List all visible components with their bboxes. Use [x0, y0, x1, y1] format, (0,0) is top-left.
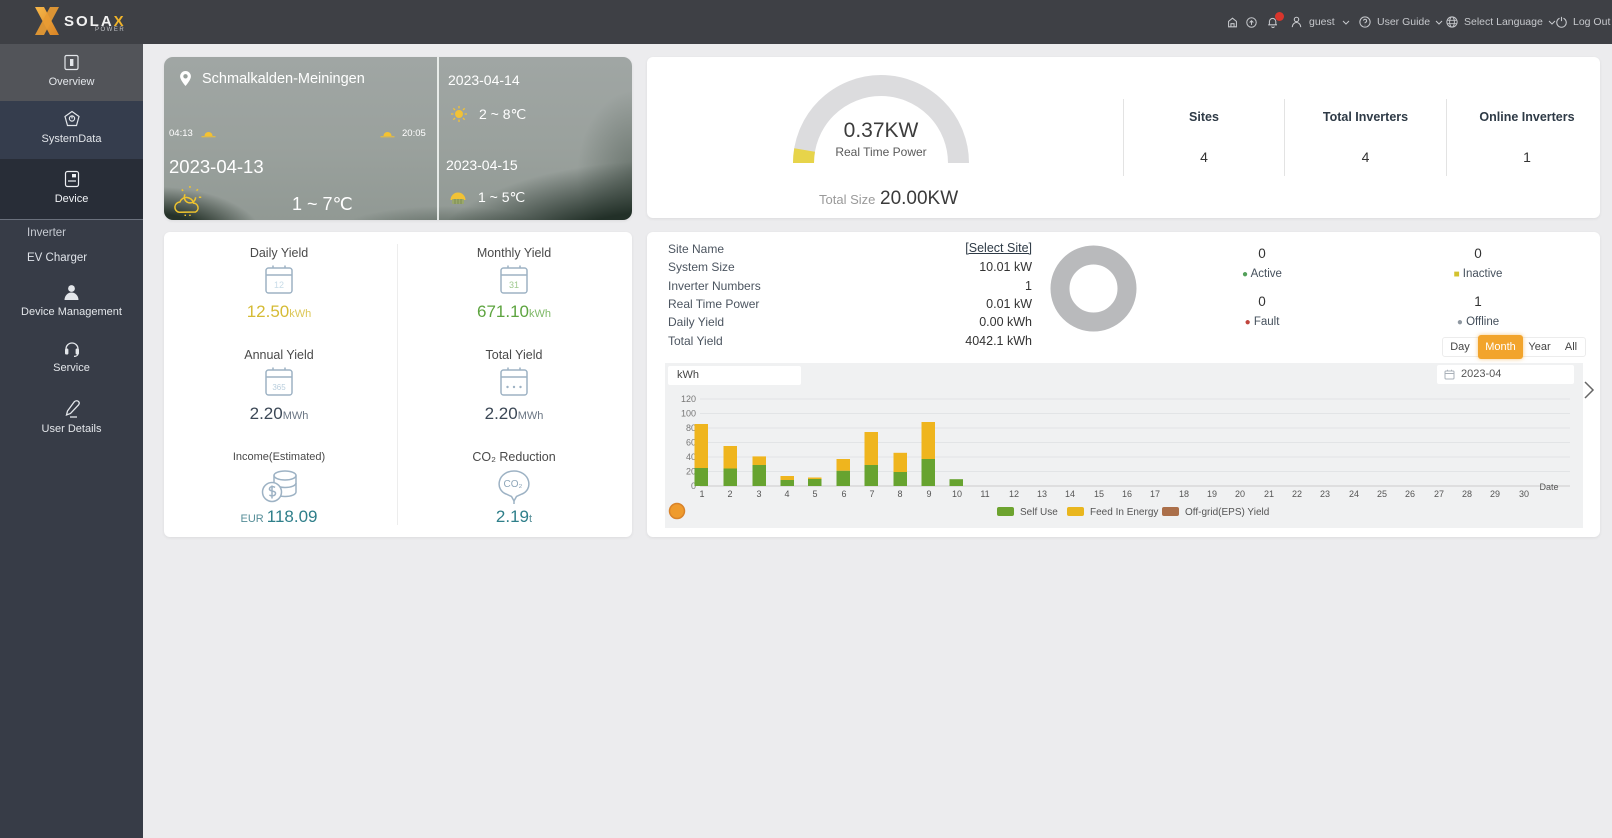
svg-text:11: 11 [980, 489, 989, 499]
svg-text:19: 19 [1207, 489, 1217, 499]
svg-text:3: 3 [756, 489, 761, 499]
svg-text:8: 8 [897, 489, 902, 499]
svg-text:24: 24 [1349, 489, 1359, 499]
svg-text:9: 9 [926, 489, 931, 499]
svg-text:2: 2 [727, 489, 732, 499]
svg-text:100: 100 [681, 409, 696, 419]
svg-text:5: 5 [812, 489, 817, 499]
svg-text:7: 7 [869, 489, 874, 499]
svg-text:26: 26 [1405, 489, 1415, 499]
svg-text:23: 23 [1320, 489, 1330, 499]
svg-text:17: 17 [1150, 489, 1160, 499]
svg-text:25: 25 [1377, 489, 1387, 499]
svg-text:15: 15 [1094, 489, 1104, 499]
svg-text:6: 6 [841, 489, 846, 499]
svg-text:29: 29 [1490, 489, 1500, 499]
svg-text:Off-grid(EPS) Yield: Off-grid(EPS) Yield [1185, 507, 1269, 518]
svg-text:12: 12 [274, 280, 284, 290]
svg-text:10: 10 [952, 489, 962, 499]
svg-text:28: 28 [1462, 489, 1472, 499]
svg-text:4: 4 [784, 489, 789, 499]
svg-text:Date: Date [1539, 482, 1558, 492]
svg-text:12: 12 [1009, 489, 1019, 499]
svg-text:18: 18 [1179, 489, 1189, 499]
svg-text:31: 31 [509, 280, 519, 290]
svg-text:Self Use: Self Use [1020, 507, 1058, 518]
svg-text:60: 60 [686, 438, 696, 448]
svg-text:0: 0 [691, 481, 696, 491]
svg-text:40: 40 [686, 452, 696, 462]
svg-text:20: 20 [1235, 489, 1245, 499]
svg-text:16: 16 [1122, 489, 1132, 499]
svg-text:Feed In Energy: Feed In Energy [1090, 507, 1158, 518]
svg-text:1: 1 [699, 489, 704, 499]
svg-text:80: 80 [686, 423, 696, 433]
svg-text:13: 13 [1037, 489, 1047, 499]
svg-text:365: 365 [272, 383, 286, 392]
svg-text:20: 20 [686, 467, 696, 477]
svg-text:30: 30 [1519, 489, 1529, 499]
svg-text:120: 120 [681, 394, 696, 404]
svg-text:14: 14 [1065, 489, 1075, 499]
svg-text:22: 22 [1292, 489, 1302, 499]
svg-text:21: 21 [1264, 489, 1274, 499]
svg-text:27: 27 [1434, 489, 1444, 499]
svg-text:CO₂: CO₂ [504, 479, 523, 490]
